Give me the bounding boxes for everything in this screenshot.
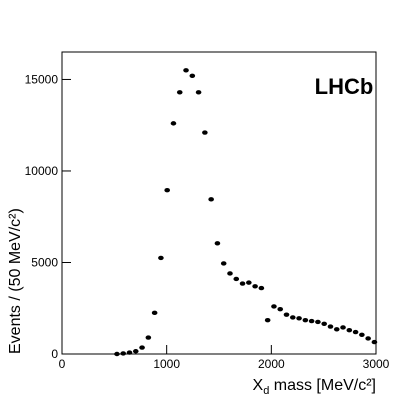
x-tick-label: 3000 [363,357,390,371]
data-point [308,318,315,324]
data-point [315,319,321,325]
plot-frame [61,51,377,355]
x-tick-label: 0 [59,357,66,371]
y-axis-label: Events / (50 MeV/c²) [7,208,24,354]
data-point [139,345,145,350]
data-point [151,310,158,316]
data-point [239,281,246,286]
data-point [189,73,196,78]
data-point [258,285,265,291]
data-point [252,284,258,289]
data-point [145,335,152,340]
data-point [289,315,296,320]
data-point [170,121,177,126]
data-point [264,317,271,323]
x-label-subscript: d [263,385,269,397]
data-point [227,271,233,276]
data-point [346,328,353,333]
y-tick-label: 10000 [25,164,59,178]
x-tick-label: 1000 [153,357,180,371]
data-point [283,312,290,317]
x-label-text: mass [MeV/c²] [269,377,376,394]
data-point [158,255,164,261]
data-point [114,351,120,357]
x-tick-label: 2000 [258,357,285,371]
data-point [359,332,365,337]
data-point [371,339,378,345]
y-tick-label: 5000 [31,255,58,269]
data-point [296,316,302,321]
data-point [340,325,346,330]
data-point [271,304,277,309]
data-point [202,130,208,135]
data-point [176,90,183,95]
x-label-symbol: X [253,377,264,394]
data-point [195,90,202,95]
data-point [277,306,284,312]
annotation: LHCb [315,74,374,99]
data-point [132,349,139,354]
data-point [352,329,359,335]
data-point [365,336,371,341]
data-point [321,321,327,326]
y-tick-label: 0 [51,347,58,361]
data-point [233,276,240,282]
data-point [246,280,252,285]
data-point [220,261,227,266]
data-point [327,324,334,329]
data-point [333,327,340,332]
data-point [126,350,133,355]
data-point [120,351,127,356]
data-point [214,241,221,246]
data-point [208,197,214,202]
data-point [302,317,309,323]
x-axis-label: Xd mass [MeV/c²] [253,377,376,397]
data-point [183,68,189,73]
data-point [164,187,170,193]
y-tick-label: 15000 [25,72,59,86]
